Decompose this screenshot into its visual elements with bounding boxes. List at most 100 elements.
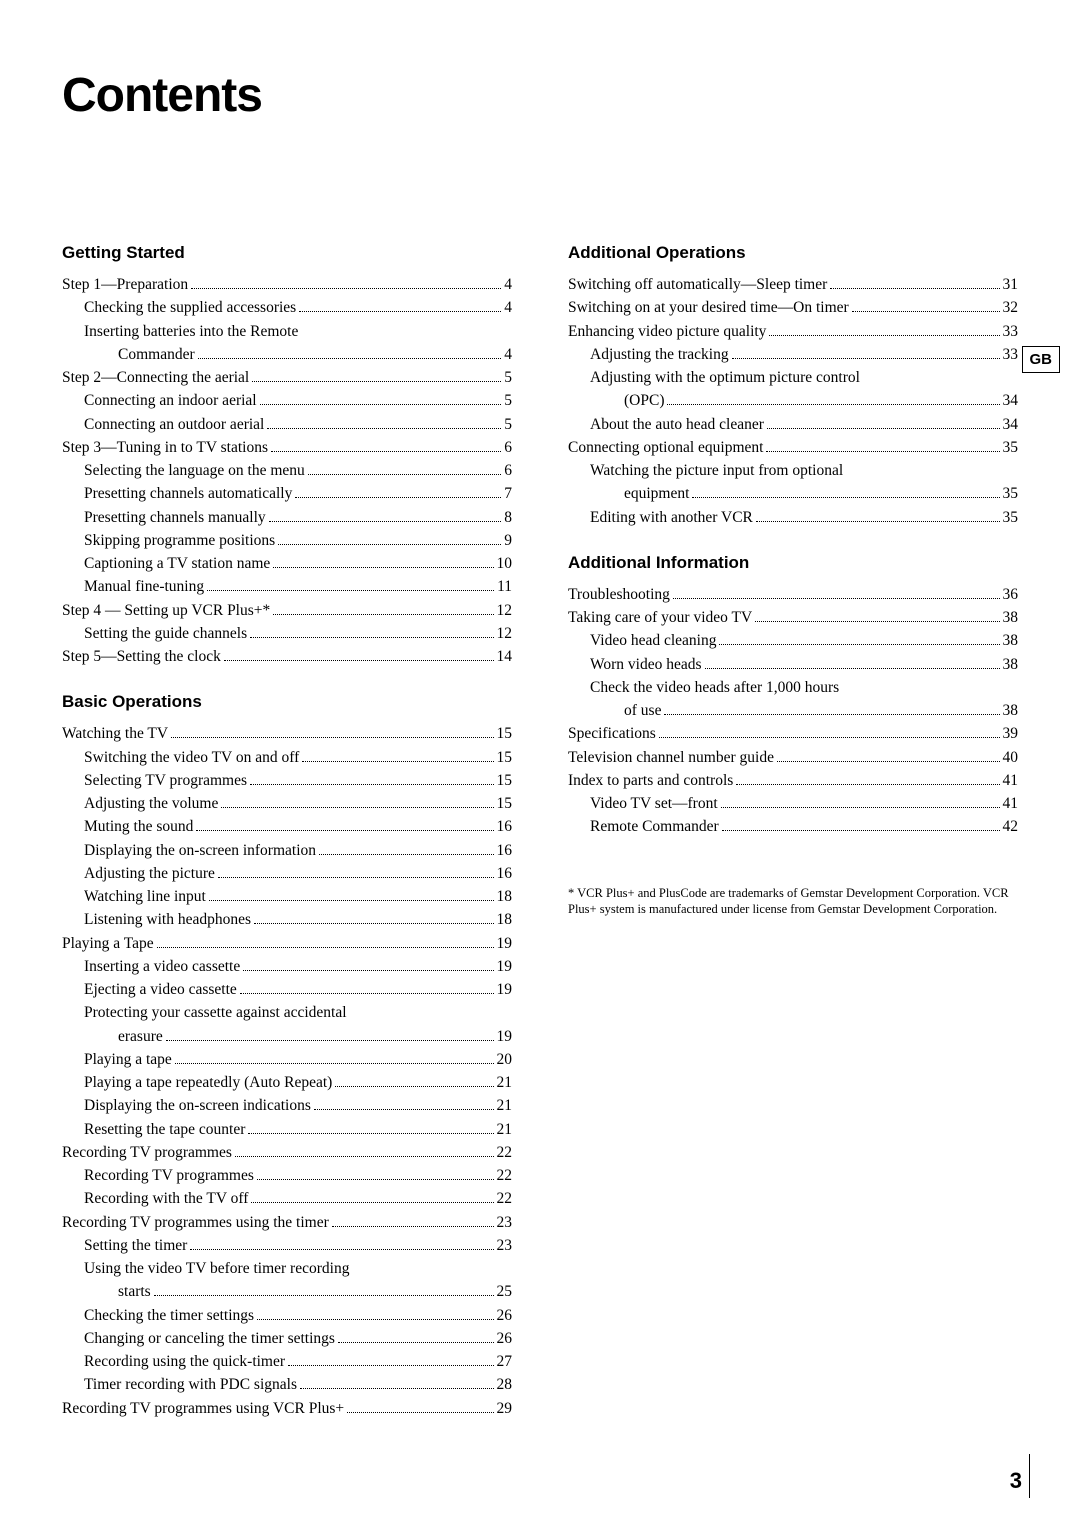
toc-entry: Switching off automatically—Sleep timer … xyxy=(568,273,1018,296)
toc-leader-dots xyxy=(659,737,1000,738)
toc-leader-dots xyxy=(766,451,999,452)
toc-entry-page: 33 xyxy=(1003,343,1019,366)
toc-entry-label: Checking the supplied accessories xyxy=(84,296,296,319)
toc-entry-page: 16 xyxy=(497,839,513,862)
toc-entry-label: Recording TV programmes xyxy=(84,1164,254,1187)
toc-entry-continuation: Inserting batteries into the Remote xyxy=(62,320,512,343)
section-heading: Additional Operations xyxy=(568,243,1018,263)
toc-entry: erasure 19 xyxy=(62,1025,512,1048)
toc-entry: (OPC) 34 xyxy=(568,389,1018,412)
toc-entry-page: 21 xyxy=(497,1094,513,1117)
toc-entry-label: Connecting an indoor aerial xyxy=(84,389,257,412)
toc-entry-label: Playing a tape xyxy=(84,1048,172,1071)
toc-entry-label: Setting the timer xyxy=(84,1234,187,1257)
toc-entry-label: Recording using the quick-timer xyxy=(84,1350,285,1373)
toc-entry: Changing or canceling the timer settings… xyxy=(62,1327,512,1350)
toc-entry: Connecting an indoor aerial 5 xyxy=(62,389,512,412)
toc-entry-page: 38 xyxy=(1003,699,1019,722)
toc-leader-dots xyxy=(250,784,493,785)
toc-leader-dots xyxy=(240,993,494,994)
toc-entry-label: Playing a tape repeatedly (Auto Repeat) xyxy=(84,1071,332,1094)
toc-entry-label: Inserting a video cassette xyxy=(84,955,240,978)
toc-leader-dots xyxy=(250,637,493,638)
toc-entry-label: (OPC) xyxy=(624,389,664,412)
toc-entry-label: Worn video heads xyxy=(590,653,702,676)
page-title: Contents xyxy=(62,68,1018,123)
toc-entry-page: 4 xyxy=(504,296,512,319)
toc-entry-label: Recording with the TV off xyxy=(84,1187,248,1210)
toc-entry-label: Presetting channels automatically xyxy=(84,482,292,505)
toc-entry: Recording TV programmes using the timer … xyxy=(62,1211,512,1234)
toc-entry-page: 38 xyxy=(1003,606,1019,629)
toc-entry-label: Step 2—Connecting the aerial xyxy=(62,366,249,389)
toc-entry-label: Captioning a TV station name xyxy=(84,552,270,575)
toc-entry: Recording with the TV off 22 xyxy=(62,1187,512,1210)
toc-leader-dots xyxy=(260,404,502,405)
toc-leader-dots xyxy=(252,381,501,382)
toc-leader-dots xyxy=(157,947,494,948)
toc-entry: Captioning a TV station name 10 xyxy=(62,552,512,575)
toc-entry-continuation: Adjusting with the optimum picture contr… xyxy=(568,366,1018,389)
toc-entry-label: Commander xyxy=(118,343,195,366)
toc-entry: Inserting a video cassette 19 xyxy=(62,955,512,978)
toc-entry-page: 26 xyxy=(497,1327,513,1350)
toc-leader-dots xyxy=(209,900,494,901)
toc-leader-dots xyxy=(335,1086,493,1087)
toc-entry: Step 3—Tuning in to TV stations 6 xyxy=(62,436,512,459)
toc-entry: Taking care of your video TV 38 xyxy=(568,606,1018,629)
toc-entry-label: Watching the TV xyxy=(62,722,168,745)
toc-entry: starts 25 xyxy=(62,1280,512,1303)
toc-leader-dots xyxy=(271,451,501,452)
toc-entry: Specifications 39 xyxy=(568,722,1018,745)
toc-entry-label: Remote Commander xyxy=(590,815,719,838)
toc-entry-label: Presetting channels manually xyxy=(84,506,266,529)
toc-entry-label: Step 1—Preparation xyxy=(62,273,188,296)
toc-leader-dots xyxy=(673,598,1000,599)
toc-leader-dots xyxy=(332,1226,494,1227)
toc-leader-dots xyxy=(756,521,1000,522)
toc-entry-label: Skipping programme positions xyxy=(84,529,275,552)
toc-entry-page: 12 xyxy=(497,599,513,622)
toc-entry-page: 20 xyxy=(497,1048,513,1071)
toc-leader-dots xyxy=(248,1133,493,1134)
left-column: Getting StartedStep 1—Preparation 4Check… xyxy=(62,243,512,1420)
toc-entry: Television channel number guide 40 xyxy=(568,746,1018,769)
toc-entry: Recording TV programmes 22 xyxy=(62,1164,512,1187)
toc-entry: Selecting the language on the menu 6 xyxy=(62,459,512,482)
toc-entry-page: 16 xyxy=(497,862,513,885)
toc-entry: Muting the sound 16 xyxy=(62,815,512,838)
toc-leader-dots xyxy=(721,807,1000,808)
toc-entry: Troubleshooting 36 xyxy=(568,583,1018,606)
toc-entry-page: 6 xyxy=(504,459,512,482)
toc-entry-label: Displaying the on-screen information xyxy=(84,839,316,862)
toc-entry-page: 4 xyxy=(504,273,512,296)
toc-entry: Step 4 — Setting up VCR Plus+* 12 xyxy=(62,599,512,622)
toc-entry: Watching line input 18 xyxy=(62,885,512,908)
toc-leader-dots xyxy=(767,428,1000,429)
toc-entry-label: Checking the timer settings xyxy=(84,1304,254,1327)
toc-entry: Displaying the on-screen indications 21 xyxy=(62,1094,512,1117)
toc-entry-page: 42 xyxy=(1003,815,1019,838)
toc-entry: Playing a tape repeatedly (Auto Repeat) … xyxy=(62,1071,512,1094)
toc-leader-dots xyxy=(347,1412,493,1413)
toc-entry-label: starts xyxy=(118,1280,151,1303)
toc-entry: Connecting optional equipment 35 xyxy=(568,436,1018,459)
toc-leader-dots xyxy=(175,1063,494,1064)
toc-entry-page: 41 xyxy=(1003,769,1019,792)
toc-leader-dots xyxy=(732,358,1000,359)
toc-leader-dots xyxy=(769,335,999,336)
toc-leader-dots xyxy=(302,761,493,762)
toc-entry: Recording using the quick-timer 27 xyxy=(62,1350,512,1373)
toc-leader-dots xyxy=(154,1295,494,1296)
right-column: Additional Operations Switching off autom… xyxy=(568,243,1018,1420)
toc-entry-page: 21 xyxy=(497,1118,513,1141)
toc-entry-page: 29 xyxy=(497,1397,513,1420)
toc-entry-label: Watching line input xyxy=(84,885,206,908)
toc-entry-page: 39 xyxy=(1003,722,1019,745)
toc-leader-dots xyxy=(257,1319,493,1320)
toc-leader-dots xyxy=(852,311,1000,312)
toc-entry: Editing with another VCR 35 xyxy=(568,506,1018,529)
toc-entry-label: Television channel number guide xyxy=(568,746,774,769)
toc-entry-page: 28 xyxy=(497,1373,513,1396)
toc-leader-dots xyxy=(166,1040,494,1041)
